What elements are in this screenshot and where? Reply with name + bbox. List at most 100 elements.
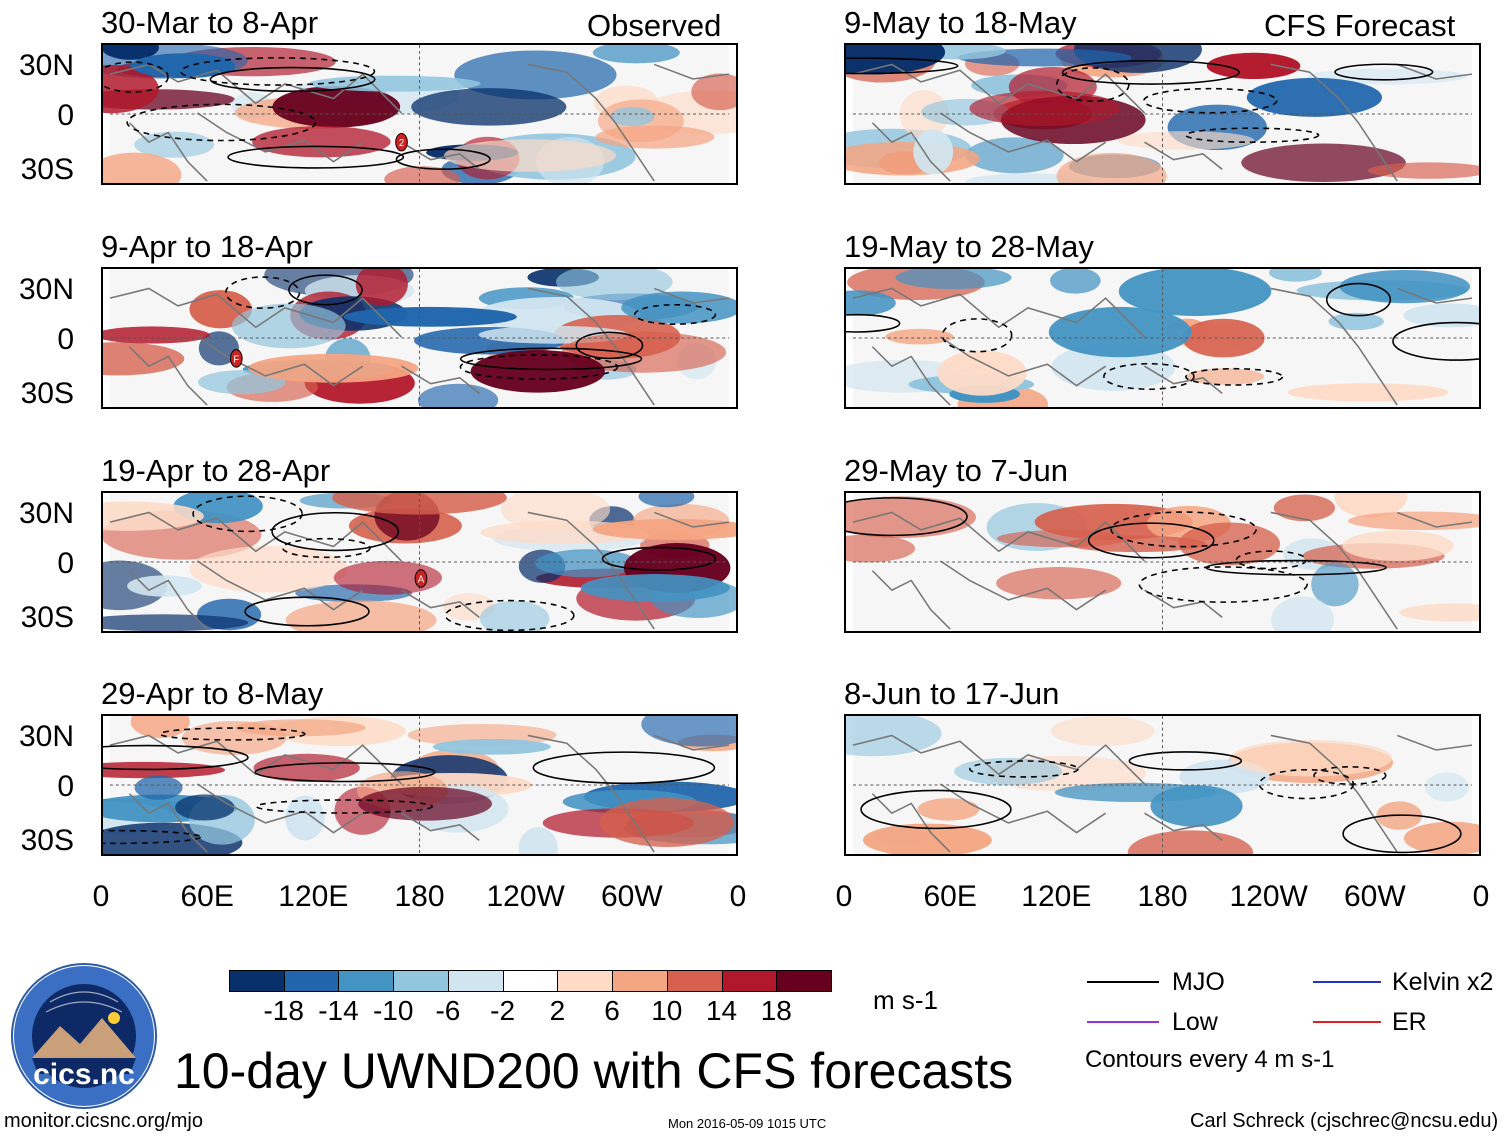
mjo-contour-negative [126, 103, 317, 142]
easterly-anomaly [1246, 77, 1383, 117]
latitude-label: 0 [57, 547, 74, 580]
uwnd-map-panel: F [101, 267, 738, 409]
mjo-contour-positive [1325, 282, 1392, 317]
mjo-contour-negative [633, 303, 717, 325]
uwnd-map-panel: 2 [101, 43, 738, 185]
longitude-label: 60E [923, 880, 977, 913]
westerly-anomaly [691, 73, 736, 111]
mjo-contour-negative [180, 57, 376, 86]
coastline [1396, 734, 1473, 751]
mjo-contour-negative [103, 61, 169, 93]
latitude-label: 30S [20, 377, 74, 410]
easterly-anomaly [103, 614, 249, 631]
mjo-contour-positive [575, 331, 644, 360]
coastline [1270, 734, 1398, 853]
westerly-anomaly [235, 719, 366, 737]
mjo-contour-positive [395, 148, 491, 170]
legend-mjo-label: MJO [1172, 968, 1225, 996]
coastline [1396, 511, 1473, 528]
coastline [1270, 287, 1398, 406]
colorbar-tick-label: -6 [435, 995, 461, 1026]
coastline [109, 287, 403, 338]
westerly-anomaly [500, 493, 611, 532]
westerly-anomaly [103, 326, 210, 344]
mjo-contour-positive [846, 313, 901, 333]
mjo-contour-positive [227, 145, 405, 169]
forecast-label: CFS Forecast [1264, 8, 1456, 43]
storm-marker: A [414, 569, 428, 588]
westerly-anomaly [599, 798, 734, 848]
footer-website: monitor.cicsnc.org/mjo [4, 1110, 203, 1132]
mjo-contour-positive [244, 596, 370, 627]
mjo-contour-positive [1128, 751, 1243, 771]
mjo-contour-negative [444, 599, 575, 631]
longitude-label: 180 [1137, 880, 1188, 913]
latitude-label: 30S [20, 601, 74, 634]
panel-title: 19-Apr to 28-Apr [101, 453, 331, 488]
westerly-anomaly [561, 331, 727, 373]
colorbar-tick-label: -10 [372, 995, 414, 1026]
colorbar-tick-label: 6 [604, 995, 620, 1026]
mjo-contour-positive [846, 57, 959, 75]
legend-mjo-line [1087, 981, 1159, 983]
westerly-anomaly [247, 353, 419, 383]
colorbar-tick-label: -2 [490, 995, 516, 1026]
easterly-anomaly [454, 50, 617, 100]
westerly-anomaly [1056, 152, 1167, 183]
easterly-anomaly [621, 291, 736, 324]
westerly-anomaly [333, 560, 443, 595]
westerly-anomaly [443, 139, 617, 172]
colorbar-swatch [666, 970, 723, 992]
mjo-contour-positive [1392, 321, 1479, 361]
footer-timestamp: Mon 2016-05-09 1015 UTC [668, 1116, 827, 1131]
colorbar-swatch [338, 970, 395, 992]
longitude-label: 180 [394, 880, 445, 913]
easterly-anomaly [913, 129, 954, 175]
westerly-anomaly [1334, 493, 1408, 518]
legend-low-label: Low [1172, 1008, 1218, 1036]
westerly-anomaly [1117, 131, 1255, 150]
easterly-anomaly [411, 88, 567, 126]
colorbar-swatch [283, 970, 340, 992]
coastline [852, 287, 1146, 338]
longitude-label: 120W [1229, 880, 1308, 913]
easterly-anomaly [1048, 306, 1192, 358]
coastline [1396, 287, 1473, 304]
latitude-label: 0 [57, 99, 74, 132]
westerly-anomaly [996, 567, 1122, 600]
panel-title: 8-Jun to 17-Jun [844, 676, 1060, 711]
mjo-contour-negative [159, 727, 306, 741]
easterly-anomaly [518, 826, 558, 854]
coastline [197, 783, 364, 834]
uwnd-map-panel: A [101, 491, 738, 633]
coastline [1144, 812, 1223, 842]
mjo-contour-positive [271, 511, 400, 552]
coastline [527, 63, 655, 182]
westerly-anomaly [1241, 143, 1406, 183]
storm-marker-shape [229, 349, 243, 368]
colorbar-swatch [502, 970, 559, 992]
easterly-anomaly [1118, 269, 1272, 316]
easterly-anomaly [1311, 562, 1359, 607]
latitude-label: 30N [18, 49, 74, 82]
coastline [128, 346, 208, 406]
storm-marker-label: A [418, 574, 425, 585]
mjo-contour-positive [254, 762, 436, 783]
mjo-contour-negative [103, 829, 202, 845]
mjo-contour-negative [1313, 766, 1387, 785]
easterly-anomaly [1271, 596, 1334, 631]
coastline [940, 783, 1107, 834]
panel-title: 19-May to 28-May [844, 229, 1094, 264]
westerly-anomaly [103, 501, 204, 531]
legend-kelvin-label: Kelvin x2 [1392, 968, 1494, 996]
coastline [852, 511, 1146, 562]
colorbar-tick-label: -18 [263, 995, 304, 1026]
storm-marker: 2 [395, 132, 408, 152]
westerly-anomaly [1229, 739, 1393, 777]
easterly-anomaly [134, 775, 183, 800]
coastline [109, 511, 403, 562]
westerly-anomaly [846, 534, 916, 563]
coastline [940, 112, 1107, 163]
longitude-label: 0 [835, 880, 853, 913]
coastline [1144, 141, 1223, 171]
